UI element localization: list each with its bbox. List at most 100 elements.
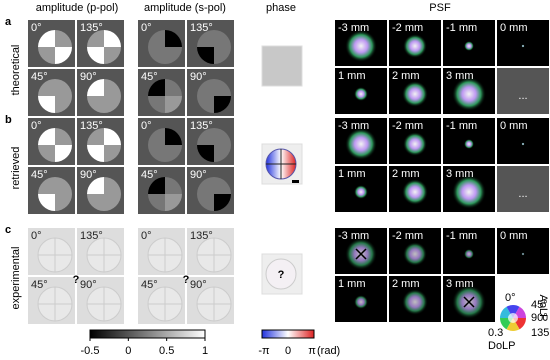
psf-spot — [521, 142, 525, 146]
dolp-tick: 0.3 — [488, 327, 503, 339]
quadrant — [197, 128, 214, 145]
column-header: amplitude (s-pol) — [144, 2, 226, 14]
quadrant — [87, 47, 104, 64]
psf-label: -3 mm — [338, 120, 369, 132]
psf-label: -2 mm — [392, 120, 423, 132]
quadrant — [148, 128, 165, 145]
quadrant — [197, 79, 214, 96]
unknown-mark: ? — [278, 269, 285, 281]
psf-spot — [354, 185, 368, 199]
quadrant — [214, 30, 231, 47]
quadrant — [148, 145, 165, 162]
colorbar — [261, 329, 315, 339]
angle-label: 90° — [80, 71, 97, 83]
angle-label: 90° — [190, 71, 207, 83]
colorbar-tick-label: -0.5 — [81, 345, 100, 357]
psf-label: 0 mm — [500, 120, 528, 132]
psf-spot — [464, 249, 474, 259]
psf-label: 1 mm — [338, 70, 366, 82]
psf-spot — [345, 30, 377, 62]
quadrant — [87, 96, 104, 113]
quadrant — [197, 194, 214, 211]
phase-pupil — [265, 258, 297, 290]
angle-label: 0° — [141, 22, 152, 34]
quadrant — [165, 177, 182, 194]
psf-spot — [464, 139, 474, 149]
colorbar-tick-label: 0 — [285, 345, 291, 357]
dolp-center — [508, 313, 518, 323]
panel-letter: a — [5, 16, 12, 28]
column-header: PSF — [429, 2, 451, 14]
column-header: amplitude (p-pol) — [36, 2, 119, 14]
angle-label: 45° — [31, 71, 48, 83]
quadrant — [104, 128, 121, 145]
quadrant — [165, 194, 182, 211]
quadrant — [213, 303, 232, 322]
quadrant — [55, 194, 72, 211]
psf-spot — [345, 128, 377, 160]
psf-label: -2 mm — [392, 230, 423, 242]
colorbar-tick-label: 1 — [202, 345, 208, 357]
quadrant — [38, 145, 55, 162]
quadrant — [54, 254, 73, 273]
psf-tile — [497, 166, 549, 212]
angle-label: 135° — [80, 120, 103, 132]
quadrant — [214, 47, 231, 64]
angle-label: 0° — [141, 230, 152, 242]
quadrant — [214, 145, 231, 162]
psf-label: -1 mm — [446, 22, 477, 34]
psf-spot — [403, 242, 427, 266]
row-label: theoretical — [10, 45, 22, 96]
psf-spot — [452, 175, 486, 209]
column-header: phase — [266, 2, 296, 14]
quadrant — [55, 145, 72, 162]
colorbar-tick-label: π — [308, 345, 316, 357]
quadrant — [104, 177, 121, 194]
quadrant — [197, 145, 214, 162]
angle-label: 45° — [141, 71, 158, 83]
quadrant — [214, 128, 231, 145]
psf-tile — [497, 68, 549, 114]
psf-label: 0 mm — [500, 230, 528, 242]
cross-mark — [355, 248, 367, 260]
panel-letter: c — [5, 224, 11, 236]
quadrant — [214, 96, 231, 113]
quadrant — [148, 79, 165, 96]
psf-label: 2 mm — [392, 168, 420, 180]
angle-label: 135° — [190, 22, 213, 34]
psf-spot — [403, 34, 427, 58]
quadrant — [38, 128, 55, 145]
aolp-wheel — [506, 318, 520, 331]
psf-label: -3 mm — [338, 22, 369, 34]
aolp-tick: 90° — [531, 312, 548, 324]
quadrant — [38, 194, 55, 211]
angle-label: 45° — [31, 279, 48, 291]
psf-spot — [403, 132, 427, 156]
quadrant — [87, 145, 104, 162]
psf-tile — [497, 20, 549, 66]
angle-label: 90° — [80, 169, 97, 181]
psf-label: -3 mm — [338, 230, 369, 242]
aolp-label: AoLP — [537, 295, 549, 322]
psf-tile — [497, 118, 549, 164]
quadrant — [55, 177, 72, 194]
quadrant — [55, 47, 72, 64]
angle-label: 45° — [141, 279, 158, 291]
psf-label: 2 mm — [392, 278, 420, 290]
psf-spot — [521, 44, 525, 48]
aolp-tick: 45° — [531, 299, 548, 311]
quadrant — [165, 30, 182, 47]
psf-label: ... — [518, 90, 527, 102]
quadrant — [197, 177, 214, 194]
quadrant — [148, 47, 165, 64]
quadrant — [197, 30, 214, 47]
quadrant — [164, 254, 183, 273]
quadrant — [104, 96, 121, 113]
panel-letter: b — [5, 114, 12, 126]
quadrant — [165, 145, 182, 162]
colorbar — [89, 329, 206, 339]
phase-panel — [261, 45, 303, 87]
quadrant — [214, 194, 231, 211]
quadrant — [214, 177, 231, 194]
psf-label: -2 mm — [392, 22, 423, 34]
